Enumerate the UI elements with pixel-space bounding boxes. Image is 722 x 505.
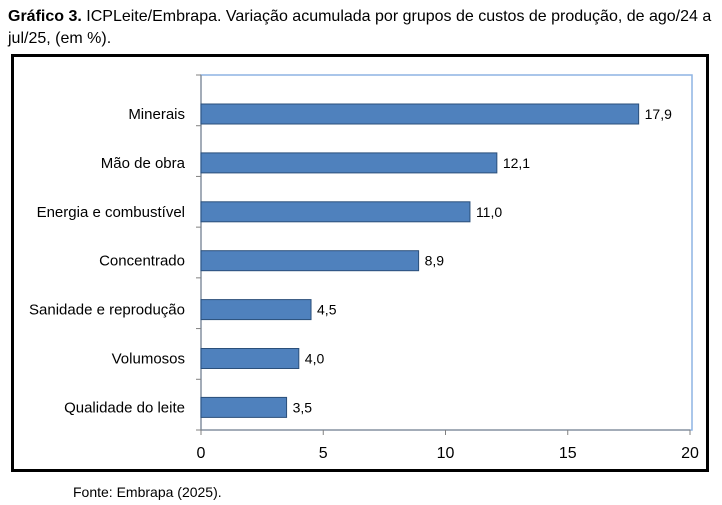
value-label: 12,1 <box>503 155 530 171</box>
x-tick-label: 20 <box>681 445 699 462</box>
x-tick-label: 10 <box>437 445 455 462</box>
category-label: Sanidade e reprodução <box>29 302 185 319</box>
x-tick-label: 5 <box>319 445 328 462</box>
category-label: Mão de obra <box>101 155 186 172</box>
caption-text: ICPLeite/Embrapa. Variação acumulada por… <box>8 8 712 47</box>
caption-label: Gráfico 3. <box>8 8 82 25</box>
category-label: Minerais <box>128 106 185 123</box>
bar-2 <box>200 152 498 174</box>
value-label: 3,5 <box>293 399 313 415</box>
bar-4 <box>200 250 420 272</box>
chart-frame <box>11 54 709 472</box>
value-label: 17,9 <box>645 106 672 122</box>
value-label: 4,0 <box>305 351 325 367</box>
value-label: 8,9 <box>425 253 445 269</box>
bar-3 <box>200 201 471 223</box>
figure-caption: Gráfico 3. ICPLeite/Embrapa. Variação ac… <box>8 6 720 50</box>
x-tick-label: 15 <box>559 445 577 462</box>
category-label: Concentrado <box>99 253 185 270</box>
bar-1 <box>200 103 640 125</box>
source-note: Fonte: Embrapa (2025). <box>73 484 222 500</box>
bar-6 <box>200 348 300 369</box>
category-label: Qualidade do leite <box>64 399 185 416</box>
category-label: Energia e combustível <box>37 204 185 221</box>
value-label: 11,0 <box>476 204 502 220</box>
x-tick-label: 0 <box>197 445 206 462</box>
bar-7 <box>200 396 288 418</box>
category-label: Volumosos <box>112 351 185 368</box>
value-label: 4,5 <box>317 302 337 318</box>
bar-5 <box>200 299 312 321</box>
